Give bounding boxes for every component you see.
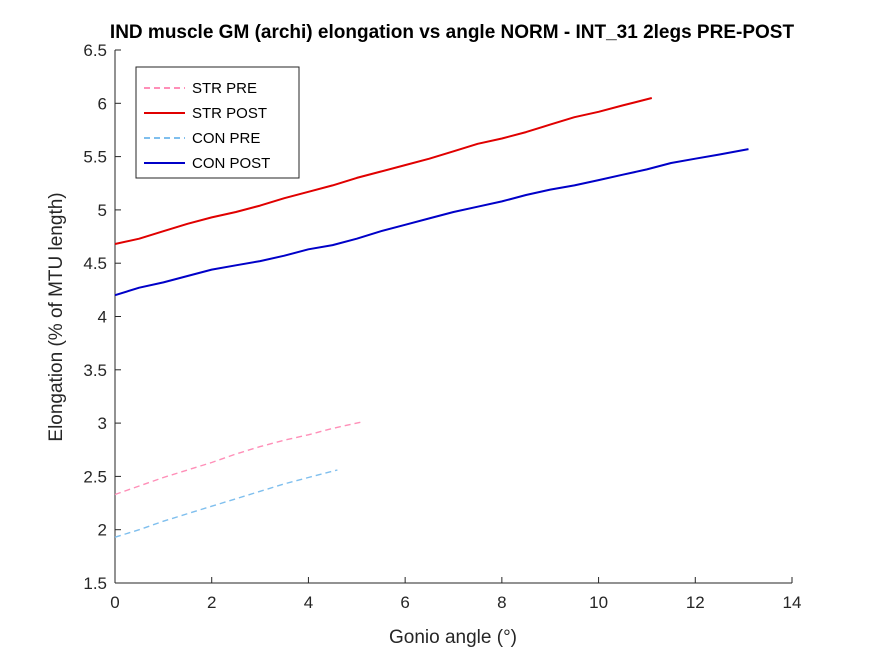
series-layer xyxy=(114,97,749,538)
x-axis-label: Gonio angle (°) xyxy=(389,627,517,648)
y-axis-label: Elongation (% of MTU length) xyxy=(46,192,67,441)
y-tick-label: 5.5 xyxy=(83,148,107,167)
series-line-str-post xyxy=(114,97,653,245)
x-tick-label: 4 xyxy=(304,593,313,612)
y-tick-label: 4.5 xyxy=(83,254,107,273)
y-ticks: 1.5 2 2.5 3 3.5 4 4.5 5 5.5 6 6.5 xyxy=(83,41,121,593)
x-tick-label: 10 xyxy=(589,593,608,612)
series-line-con-pre xyxy=(114,469,338,538)
y-tick-label: 2.5 xyxy=(83,467,107,486)
series-line-con-post xyxy=(114,148,749,297)
y-tick-label: 6 xyxy=(98,94,107,113)
y-tick-label: 6.5 xyxy=(83,41,107,60)
legend-label-con-pre: CON PRE xyxy=(192,130,260,147)
y-tick-label: 1.5 xyxy=(83,574,107,593)
x-tick-label: 8 xyxy=(497,593,506,612)
y-tick-label: 4 xyxy=(98,308,107,327)
series-line-str-pre xyxy=(114,421,362,496)
x-tick-label: 2 xyxy=(207,593,216,612)
x-ticks: 0 2 4 6 8 10 12 14 xyxy=(110,577,801,612)
legend-label-con-post: CON POST xyxy=(192,155,270,172)
x-tick-label: 14 xyxy=(783,593,802,612)
legend-label-str-post: STR POST xyxy=(192,105,267,122)
x-tick-label: 6 xyxy=(400,593,409,612)
legend-box xyxy=(135,66,300,179)
x-tick-label: 12 xyxy=(686,593,705,612)
y-tick-label: 3 xyxy=(98,414,107,433)
y-tick-label: 3.5 xyxy=(83,361,107,380)
chart-title: IND muscle GM (archi) elongation vs angl… xyxy=(110,22,795,43)
legend: STR PRE STR POST CON PRE CON POST xyxy=(135,66,300,179)
y-tick-label: 5 xyxy=(98,201,107,220)
y-tick-label: 2 xyxy=(98,521,107,540)
x-tick-label: 0 xyxy=(110,593,119,612)
legend-label-str-pre: STR PRE xyxy=(192,80,257,97)
